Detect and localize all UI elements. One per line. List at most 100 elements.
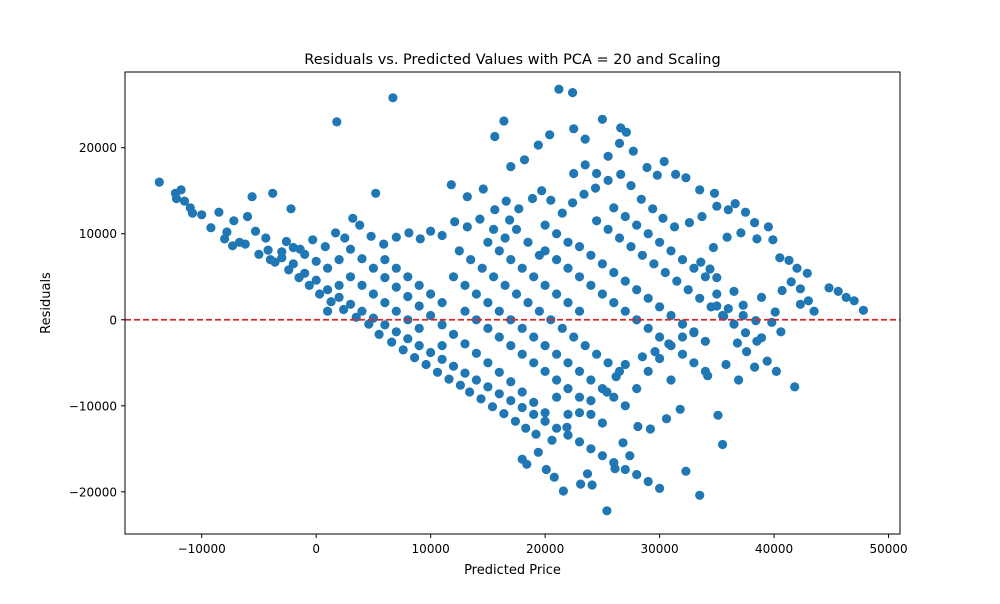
x-axis-label: Predicted Price xyxy=(464,563,561,578)
data-point xyxy=(426,310,436,321)
data-point xyxy=(552,229,562,239)
data-point xyxy=(499,409,509,419)
data-point xyxy=(517,387,527,397)
data-point xyxy=(762,356,772,366)
data-point xyxy=(642,162,652,173)
data-point xyxy=(633,421,643,432)
data-point xyxy=(357,306,367,316)
data-point xyxy=(345,244,356,254)
x-tick-label: 20000 xyxy=(526,542,564,556)
data-point xyxy=(672,276,682,286)
data-point xyxy=(348,213,358,223)
data-point xyxy=(784,255,794,265)
data-point xyxy=(552,392,562,402)
y-tick-label: 20000 xyxy=(79,141,117,155)
data-point xyxy=(768,235,778,245)
data-point xyxy=(554,84,564,94)
data-point xyxy=(450,217,460,227)
data-point xyxy=(569,332,579,342)
data-point xyxy=(616,169,626,179)
data-point xyxy=(228,241,238,251)
data-point xyxy=(736,228,746,238)
data-point xyxy=(597,384,608,394)
data-point xyxy=(574,392,585,402)
data-point xyxy=(648,204,658,214)
data-point xyxy=(677,319,688,329)
data-point xyxy=(557,323,567,333)
data-point xyxy=(574,272,585,282)
data-point xyxy=(398,345,408,355)
data-point xyxy=(499,116,509,126)
data-point xyxy=(460,280,470,290)
data-point xyxy=(465,387,475,397)
data-point xyxy=(721,359,731,370)
data-point xyxy=(563,384,573,394)
data-point xyxy=(523,298,533,308)
data-point xyxy=(658,213,668,223)
data-point xyxy=(462,192,472,202)
data-point xyxy=(500,233,510,243)
data-point xyxy=(750,362,760,372)
data-point xyxy=(756,292,767,302)
data-point xyxy=(229,216,239,226)
x-tick-label: 10000 xyxy=(412,542,450,556)
data-point xyxy=(387,337,397,347)
data-point xyxy=(494,389,504,399)
data-point xyxy=(460,339,470,349)
data-point xyxy=(586,250,596,260)
data-point xyxy=(586,444,596,454)
data-point xyxy=(460,368,470,378)
data-point xyxy=(380,273,390,283)
x-tick-label: 0 xyxy=(312,542,320,556)
data-point xyxy=(809,306,819,316)
data-point xyxy=(476,394,486,404)
data-point xyxy=(740,328,751,338)
data-point xyxy=(722,232,732,242)
data-point xyxy=(410,353,420,363)
data-point xyxy=(380,320,390,330)
data-point xyxy=(437,230,447,241)
data-point xyxy=(713,410,723,420)
data-point xyxy=(568,88,578,98)
data-point xyxy=(391,306,401,316)
data-point xyxy=(506,377,516,387)
data-point xyxy=(541,464,551,475)
data-point xyxy=(677,255,688,265)
data-point xyxy=(475,214,485,224)
data-point xyxy=(590,183,601,193)
data-point xyxy=(603,224,613,234)
data-point xyxy=(655,302,665,312)
data-point xyxy=(460,306,470,316)
data-point xyxy=(315,289,325,299)
data-point xyxy=(334,280,344,290)
data-point xyxy=(426,226,436,236)
data-point xyxy=(284,265,294,275)
data-point xyxy=(712,273,722,283)
data-point xyxy=(689,263,699,273)
data-point xyxy=(323,263,333,273)
data-point xyxy=(586,375,596,385)
data-point xyxy=(632,220,642,230)
data-point xyxy=(514,204,524,214)
data-point xyxy=(529,358,539,368)
data-point xyxy=(649,259,659,269)
data-point xyxy=(609,203,619,213)
data-point xyxy=(558,486,569,496)
data-point xyxy=(437,341,447,351)
data-point xyxy=(655,332,665,342)
data-point xyxy=(770,307,780,317)
data-point xyxy=(414,301,424,311)
data-point xyxy=(414,323,424,333)
data-point xyxy=(666,341,676,351)
plot-frame xyxy=(124,71,901,535)
data-point xyxy=(695,185,705,195)
data-point xyxy=(740,207,751,217)
data-point xyxy=(340,233,350,243)
data-point xyxy=(569,124,579,134)
data-point xyxy=(426,289,436,299)
data-point xyxy=(776,327,786,337)
data-point xyxy=(517,402,527,413)
data-point xyxy=(730,199,740,209)
data-point xyxy=(437,354,447,364)
data-point xyxy=(620,359,630,370)
